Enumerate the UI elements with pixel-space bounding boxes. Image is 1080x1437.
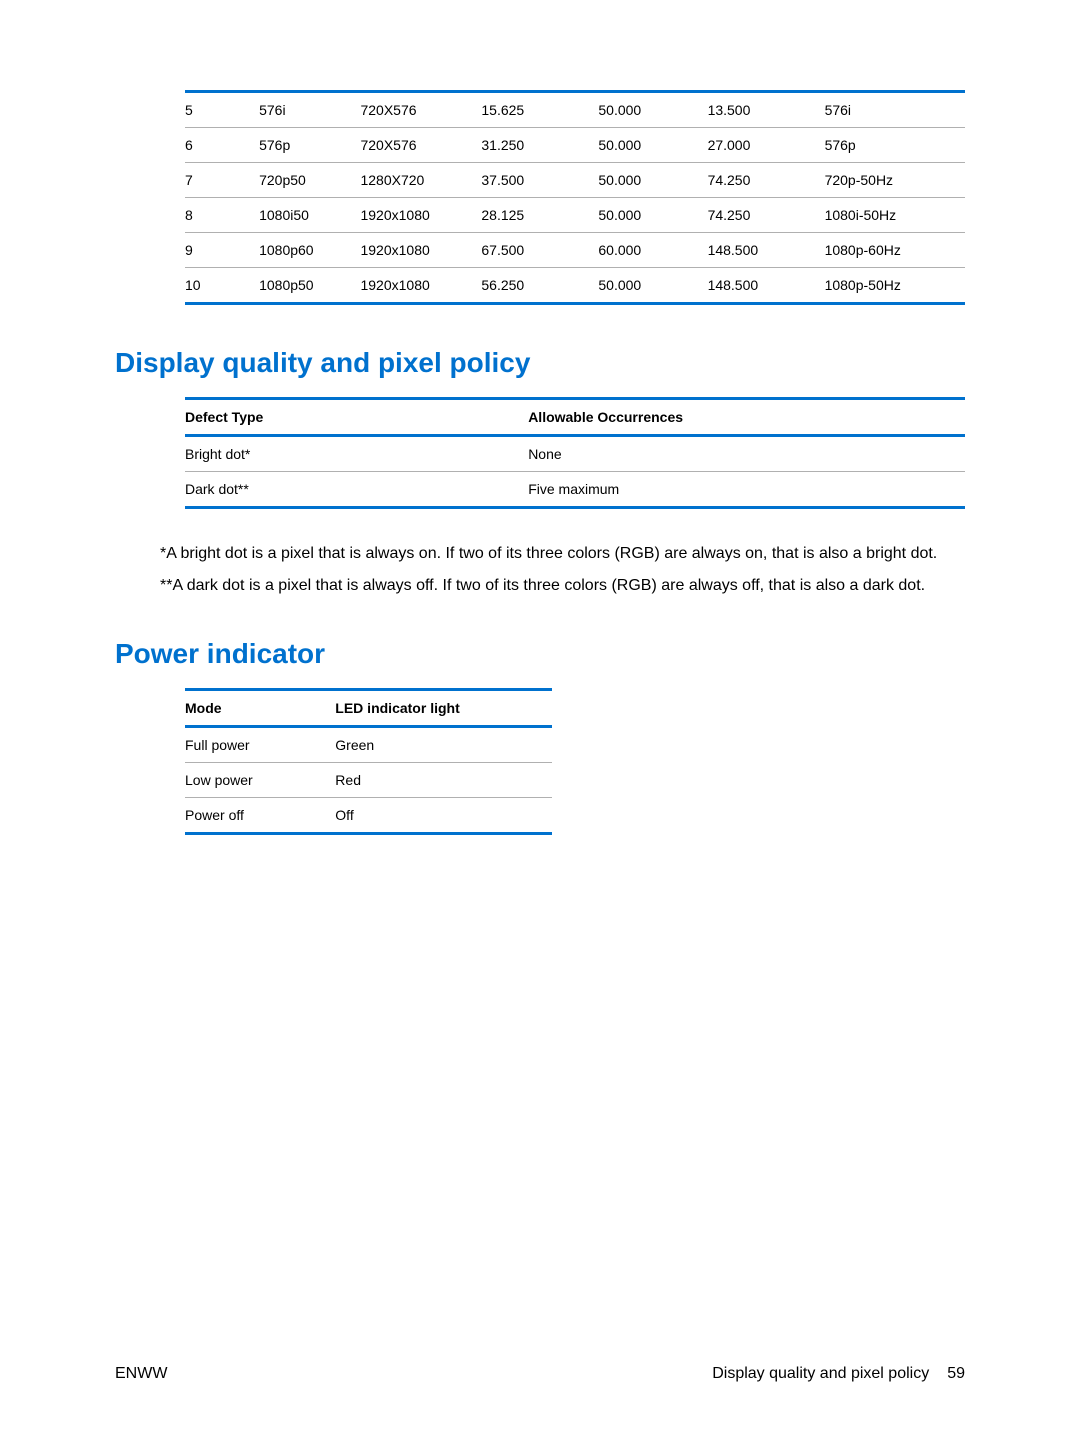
cell: 1920x1080 [360,268,481,304]
table-row: 5 576i 720X576 15.625 50.000 13.500 576i [185,92,965,128]
page-footer: ENWW Display quality and pixel policy 59 [115,1365,965,1383]
table-row: 7 720p50 1280X720 37.500 50.000 74.250 7… [185,163,965,198]
footnote-dark-dot: **A dark dot is a pixel that is always o… [160,575,965,597]
cell: 148.500 [708,268,825,304]
cell: 50.000 [598,198,707,233]
table-row: Bright dot* None [185,436,965,472]
cell: 27.000 [708,128,825,163]
table-row: 8 1080i50 1920x1080 28.125 50.000 74.250… [185,198,965,233]
column-header: Mode [185,690,335,727]
cell: 1920x1080 [360,233,481,268]
cell: 28.125 [481,198,598,233]
cell: 1080p50 [259,268,360,304]
column-header: Allowable Occurrences [528,399,965,436]
cell: 37.500 [481,163,598,198]
cell: 56.250 [481,268,598,304]
cell: 74.250 [708,163,825,198]
table-row: 10 1080p50 1920x1080 56.250 50.000 148.5… [185,268,965,304]
table-header-row: Mode LED indicator light [185,690,552,727]
table-row: 6 576p 720X576 31.250 50.000 27.000 576p [185,128,965,163]
cell: 67.500 [481,233,598,268]
cell: 576p [825,128,965,163]
cell: Red [335,763,551,798]
cell: 50.000 [598,128,707,163]
cell: 8 [185,198,259,233]
cell: 1080p-50Hz [825,268,965,304]
cell: Five maximum [528,472,965,508]
table-row: Dark dot** Five maximum [185,472,965,508]
cell: 1080p60 [259,233,360,268]
cell: 576p [259,128,360,163]
cell: Green [335,727,551,763]
cell: 148.500 [708,233,825,268]
table-header-row: Defect Type Allowable Occurrences [185,399,965,436]
table-row: 9 1080p60 1920x1080 67.500 60.000 148.50… [185,233,965,268]
column-header: LED indicator light [335,690,551,727]
cell: Bright dot* [185,436,528,472]
cell: 720X576 [360,92,481,128]
cell: 720p-50Hz [825,163,965,198]
cell: Dark dot** [185,472,528,508]
cell: 1080i-50Hz [825,198,965,233]
cell: 576i [259,92,360,128]
cell: 50.000 [598,268,707,304]
cell: 720p50 [259,163,360,198]
table-row: Full power Green [185,727,552,763]
footer-left: ENWW [115,1365,167,1383]
power-indicator-table: Mode LED indicator light Full power Gree… [185,688,552,835]
footer-right: Display quality and pixel policy 59 [712,1365,965,1383]
cell: 1080i50 [259,198,360,233]
cell: 7 [185,163,259,198]
cell: 31.250 [481,128,598,163]
cell: 15.625 [481,92,598,128]
cell: 1280X720 [360,163,481,198]
footnote-bright-dot: *A bright dot is a pixel that is always … [160,543,965,565]
cell: 60.000 [598,233,707,268]
section-heading-power-indicator: Power indicator [115,638,965,670]
cell: Full power [185,727,335,763]
cell: 720X576 [360,128,481,163]
cell: 74.250 [708,198,825,233]
column-header: Defect Type [185,399,528,436]
cell: 1920x1080 [360,198,481,233]
video-timing-table: 5 576i 720X576 15.625 50.000 13.500 576i… [185,90,965,305]
cell: 50.000 [598,92,707,128]
cell: 5 [185,92,259,128]
page-number: 59 [947,1365,965,1382]
cell: None [528,436,965,472]
cell: 576i [825,92,965,128]
cell: 1080p-60Hz [825,233,965,268]
cell: 13.500 [708,92,825,128]
cell: Off [335,798,551,834]
defect-type-table: Defect Type Allowable Occurrences Bright… [185,397,965,509]
section-heading-display-quality: Display quality and pixel policy [115,347,965,379]
cell: 50.000 [598,163,707,198]
cell: Low power [185,763,335,798]
table-row: Low power Red [185,763,552,798]
cell: 9 [185,233,259,268]
table-row: Power off Off [185,798,552,834]
cell: Power off [185,798,335,834]
footer-section-title: Display quality and pixel policy [712,1365,929,1382]
cell: 6 [185,128,259,163]
cell: 10 [185,268,259,304]
